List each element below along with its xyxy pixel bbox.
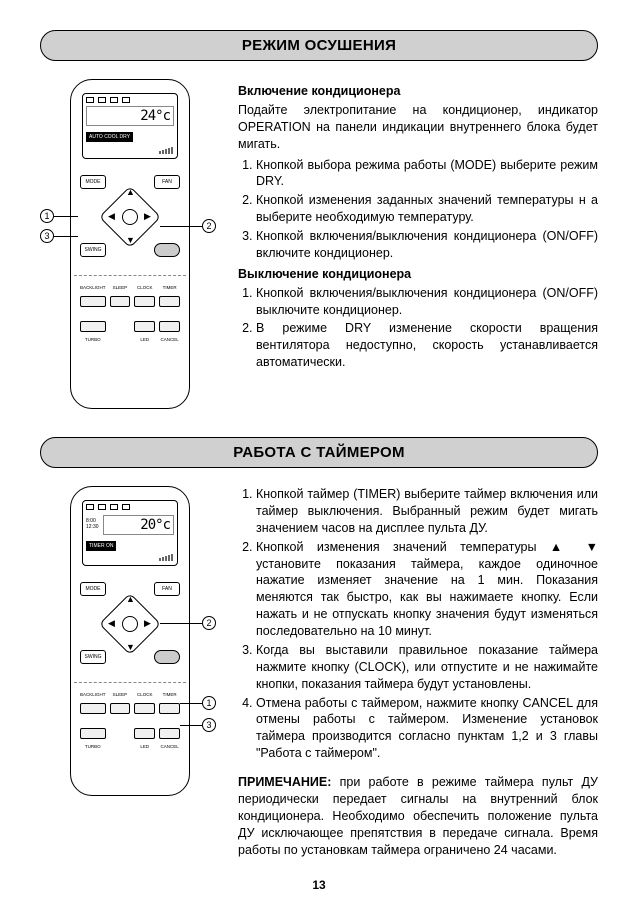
- heading-on: Включение кондиционера: [238, 83, 598, 100]
- list-item: Кнопкой выбора режима работы (MODE) выбе…: [256, 157, 598, 191]
- lcd-temp: 20°c: [103, 515, 174, 535]
- swing-button: SWING: [80, 243, 106, 257]
- page-number: 13: [0, 878, 638, 892]
- mode-button: MODE: [80, 582, 106, 596]
- list-item: Когда вы выставили правильное показание …: [256, 642, 598, 693]
- list-item: Кнопкой изменения заданных значений темп…: [256, 192, 598, 226]
- callout-2: 2: [202, 616, 216, 630]
- list-item: Кнопкой включения/выключения кондиционер…: [256, 228, 598, 262]
- list-item: Отмена работы с таймером, нажмите кнопку…: [256, 695, 598, 763]
- list-item: В режиме DRY изменение скорости вращения…: [256, 320, 598, 371]
- list-item: Кнопкой изменения значений температуры ▲…: [256, 539, 598, 640]
- steps-off: Кнопкой включения/выключения кондиционер…: [238, 285, 598, 371]
- section-dry: 24°c AUTO COOL DRY MODE FAN SWING ▲ ▼ ◀ …: [40, 79, 598, 409]
- list-item: Кнопкой таймер (TIMER) выберите таймер в…: [256, 486, 598, 537]
- callout-1: 1: [40, 209, 54, 223]
- dpad: ▲ ▼ ◀ ▶: [108, 586, 152, 662]
- heading-off: Выключение кондиционера: [238, 266, 598, 283]
- list-item: Кнопкой включения/выключения кондиционер…: [256, 285, 598, 319]
- lcd-display: 24°c AUTO COOL DRY: [82, 93, 178, 159]
- callout-3: 3: [40, 229, 54, 243]
- power-button: [154, 650, 180, 664]
- power-button: [154, 243, 180, 257]
- fan-button: FAN: [154, 582, 180, 596]
- steps-timer: Кнопкой таймер (TIMER) выберите таймер в…: [238, 486, 598, 762]
- swing-button: SWING: [80, 650, 106, 664]
- lcd-display: 8:0012:30 20°c TIMER ON: [82, 500, 178, 566]
- section2-text: Кнопкой таймер (TIMER) выберите таймер в…: [238, 486, 598, 858]
- lcd-temp: 24°c: [86, 106, 174, 126]
- mode-button: MODE: [80, 175, 106, 189]
- note-paragraph: ПРИМЕЧАНИЕ: при работе в режиме таймера …: [238, 774, 598, 858]
- note-label: ПРИМЕЧАНИЕ:: [238, 775, 331, 789]
- lower-panel: BACKLIGHT SLEEP CLOCK TIMER TURBO LED CA…: [74, 682, 186, 764]
- remote-illustration-1: 24°c AUTO COOL DRY MODE FAN SWING ▲ ▼ ◀ …: [40, 79, 220, 409]
- callout-1: 1: [202, 696, 216, 710]
- steps-on: Кнопкой выбора режима работы (MODE) выбе…: [238, 157, 598, 262]
- intro-text: Подайте электропитание на кондиционер, и…: [238, 102, 598, 153]
- section-title-dry: РЕЖИМ ОСУШЕНИЯ: [40, 30, 598, 61]
- section1-text: Включение кондиционера Подайте электропи…: [238, 79, 598, 409]
- section-timer: 8:0012:30 20°c TIMER ON MODE FAN SWING ▲…: [40, 486, 598, 858]
- lower-panel: BACKLIGHT SLEEP CLOCK TIMER TURBO LED CA…: [74, 275, 186, 357]
- callout-3: 3: [202, 718, 216, 732]
- remote-illustration-2: 8:0012:30 20°c TIMER ON MODE FAN SWING ▲…: [40, 486, 220, 858]
- fan-button: FAN: [154, 175, 180, 189]
- dpad: ▲ ▼ ◀ ▶: [108, 179, 152, 255]
- section-title-timer: РАБОТА С ТАЙМЕРОМ: [40, 437, 598, 468]
- callout-2: 2: [202, 219, 216, 233]
